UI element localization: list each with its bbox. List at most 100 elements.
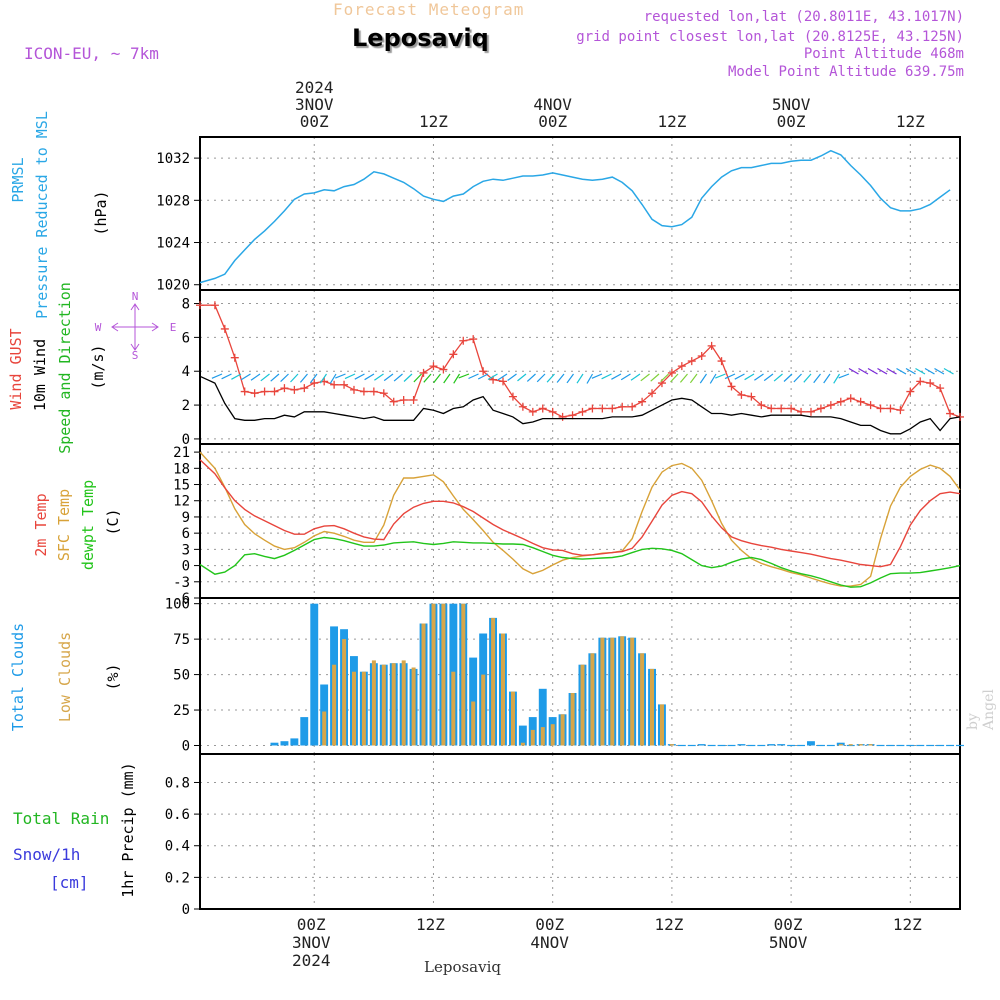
wind-direction-arrow — [250, 373, 261, 381]
wind-direction-arrow — [679, 373, 688, 383]
gust-point — [558, 412, 567, 421]
wind-direction-arrow — [650, 373, 660, 382]
gust-point — [538, 404, 547, 413]
wind-direction-arrow — [934, 367, 945, 375]
gust-point — [618, 402, 627, 411]
low-cloud-bar — [540, 727, 545, 746]
top-date-label: 4NOV — [533, 95, 572, 114]
gust-point — [349, 385, 358, 394]
gust-point — [707, 341, 716, 350]
total-clouds-label: Total Clouds — [9, 623, 27, 731]
total-cloud-bar — [538, 688, 547, 746]
precip-ytick-label: 0.4 — [165, 839, 190, 855]
low-cloud-bar — [441, 603, 446, 746]
low-cloud-bar — [371, 660, 376, 746]
wind-direction-arrow — [319, 373, 327, 384]
gust-point — [906, 387, 915, 396]
gust-point — [697, 352, 706, 360]
dewpt-label: dewpt Temp — [79, 480, 97, 570]
wind-direction-arrow — [591, 373, 603, 379]
low-cloud-bar — [669, 744, 674, 746]
gust-point — [866, 401, 875, 410]
precip-ytick-label: 0.6 — [165, 807, 190, 823]
low-cloud-bar — [610, 637, 615, 746]
gust-point — [797, 407, 806, 416]
low-cloud-bar — [501, 633, 505, 746]
gust-point — [767, 404, 776, 413]
total-cloud-bar — [777, 744, 786, 746]
wind-direction-arrow — [586, 373, 594, 384]
bottom-year-label: 2024 — [292, 951, 331, 970]
bottom-hour-label: 00Z — [297, 915, 326, 934]
snow-unit-label: [cm] — [50, 873, 89, 892]
top-hour-label: 12Z — [419, 112, 448, 131]
wind-unit: (m/s) — [89, 344, 107, 389]
temp-2m-label: 2m Temp — [32, 493, 50, 556]
low-cloud-bar — [660, 704, 664, 746]
wind-direction-arrow — [453, 373, 461, 384]
gust-point — [399, 396, 408, 404]
gust-point — [330, 380, 339, 389]
wind-direction-arrow — [290, 373, 299, 383]
gust-point — [916, 377, 925, 386]
gust-point — [196, 301, 204, 310]
wind-direction-arrow — [924, 367, 935, 375]
low-cloud-bar — [560, 714, 565, 746]
wind-direction-arrow — [526, 373, 536, 382]
gust-point — [409, 396, 418, 404]
gust-point — [439, 365, 448, 374]
low-cloud-bar — [630, 637, 635, 746]
low-cloud-bar — [590, 653, 595, 746]
gust-point — [260, 387, 269, 396]
wind-direction-arrow — [433, 373, 441, 384]
wind-direction-arrow — [364, 373, 375, 381]
gust-point — [588, 404, 597, 413]
gust-point — [846, 394, 855, 403]
wind-ytick-label: 4 — [182, 364, 190, 380]
gust-point — [806, 407, 815, 416]
top-hour-label: 12Z — [657, 112, 686, 131]
clouds-ytick-label: 50 — [173, 668, 190, 684]
clouds-ytick-label: 100 — [165, 597, 190, 613]
wind-direction-arrow — [611, 373, 622, 380]
wind-direction-arrow — [724, 373, 736, 380]
wind-direction-arrow — [858, 367, 869, 375]
gust-point — [240, 387, 249, 396]
clouds-ytick-label: 75 — [173, 632, 190, 648]
wind-direction-arrow — [620, 373, 631, 381]
gust-point — [777, 404, 786, 413]
gust-point — [548, 407, 557, 416]
wind-direction-arrow — [477, 373, 489, 380]
low-cloud-bar — [471, 701, 476, 746]
wind-direction-arrow — [670, 373, 679, 383]
gust-point — [518, 402, 527, 411]
wind-direction-arrow — [867, 367, 878, 375]
total-cloud-bar — [518, 725, 527, 746]
wind-direction-arrow — [507, 373, 517, 381]
temp-ytick-label: 21 — [173, 445, 190, 461]
low-cloud-bar — [431, 603, 436, 746]
wind-direction-arrow — [211, 373, 223, 379]
wind-direction-arrow — [270, 373, 280, 382]
wind-direction-arrow — [833, 373, 841, 384]
gust-point — [896, 406, 905, 415]
low-cloud-bar — [858, 744, 863, 746]
wind-direction-arrow — [443, 373, 451, 384]
low-cloud-bar — [868, 744, 873, 746]
total-cloud-bar — [310, 603, 319, 746]
precip-ytick-label: 0 — [182, 902, 190, 918]
wind-direction-arrow — [660, 373, 669, 383]
gust-point — [856, 397, 865, 406]
low-cloud-bar — [481, 674, 486, 746]
gust-point — [826, 401, 835, 410]
wind-direction-arrow — [754, 373, 764, 381]
gust-point — [250, 389, 259, 398]
wind-direction-arrow — [546, 373, 555, 383]
compass-north: N — [132, 290, 139, 303]
compass-east: E — [170, 321, 177, 334]
clouds-unit: (%) — [104, 663, 122, 690]
wind-direction-arrow — [458, 373, 470, 379]
wind-direction-arrow — [413, 373, 422, 383]
total-cloud-bar — [290, 738, 299, 746]
gust-point — [528, 407, 537, 416]
